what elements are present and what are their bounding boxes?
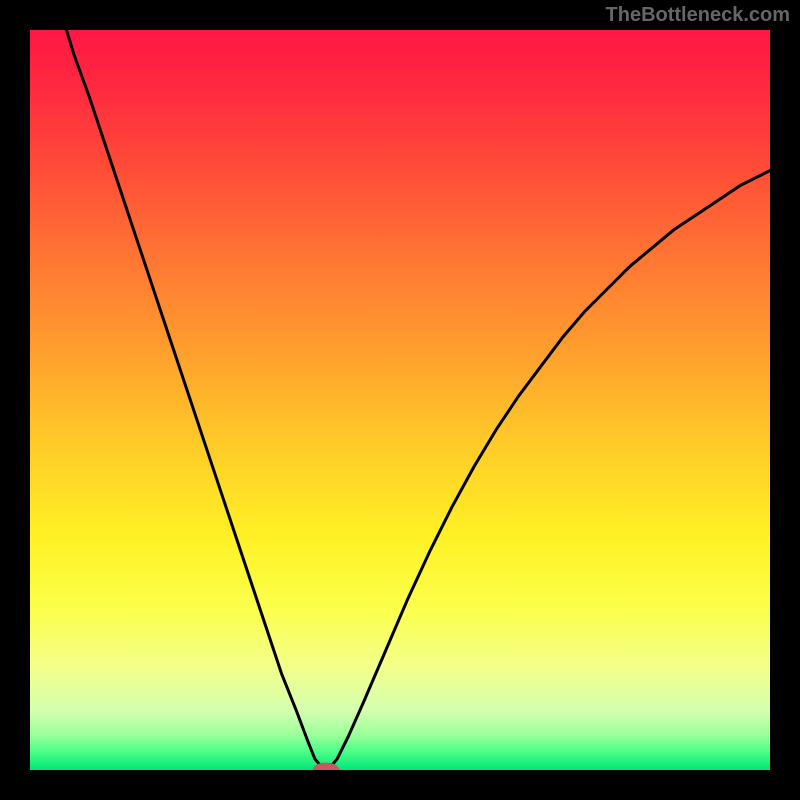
chart-container: TheBottleneck.com	[0, 0, 800, 800]
watermark-text: TheBottleneck.com	[606, 4, 790, 27]
plot-gradient	[30, 30, 770, 770]
bottleneck-chart	[0, 0, 800, 800]
